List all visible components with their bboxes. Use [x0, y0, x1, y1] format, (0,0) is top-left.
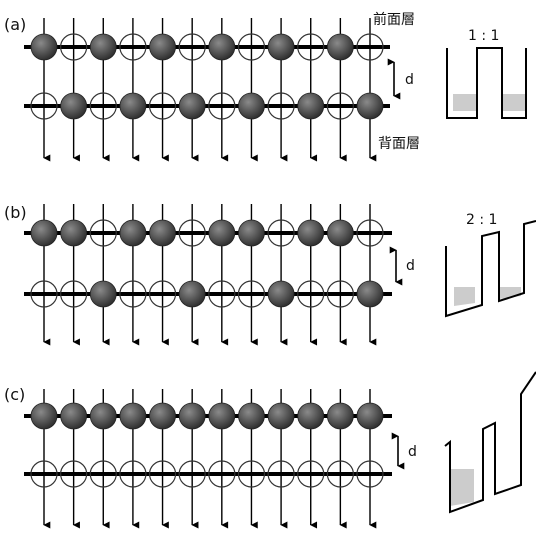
front-atom-empty-a [356, 33, 384, 61]
back-atom-filled-b [178, 280, 206, 308]
back-layer-label: 背面層 [378, 136, 420, 152]
back-atom-empty-b [30, 280, 58, 308]
front-atom-filled-c [89, 402, 117, 430]
front-atom-filled-c [119, 402, 147, 430]
back-atom-empty-c [30, 460, 58, 488]
front-atom-filled-c [30, 402, 58, 430]
front-atom-empty-a [237, 33, 266, 61]
spacing-marker-c: d [391, 432, 417, 470]
fill-level-a-left [453, 94, 477, 111]
front-atom-filled-a [149, 33, 176, 61]
back-atom-empty-b [297, 280, 325, 308]
front-atom-empty-b [178, 219, 206, 247]
front-atom-filled-b [119, 219, 147, 247]
back-atom-empty-c [297, 460, 325, 488]
back-atom-empty-c [267, 460, 295, 488]
front-atom-filled-a [326, 33, 354, 61]
potential-profile-a [446, 47, 527, 119]
back-atom-empty-c [60, 460, 88, 488]
back-atom-empty-b [119, 280, 147, 308]
front-atom-filled-b [60, 219, 88, 247]
ratio-label-b: 2 : 1 [466, 212, 497, 228]
back-atom-empty-b [326, 280, 354, 308]
front-atom-empty-b [89, 219, 117, 247]
front-atom-empty-b [356, 219, 384, 247]
front-atom-filled-b [149, 219, 176, 247]
fill-level-c [450, 469, 474, 506]
back-atom-empty-b [148, 280, 177, 308]
back-atom-empty-c [356, 460, 384, 488]
back-atom-empty-c [89, 460, 117, 488]
front-atom-filled-c [178, 402, 206, 430]
front-atom-empty-a [297, 33, 325, 61]
back-atom-filled-a [178, 92, 206, 120]
front-atom-filled-b [208, 219, 236, 247]
back-atom-empty-a [208, 92, 236, 120]
panel-label-b: (b) [4, 203, 27, 222]
back-atom-empty-b [208, 280, 236, 308]
back-atom-empty-a [89, 92, 117, 120]
back-atom-empty-c [148, 460, 177, 488]
fill-level-b-left [454, 287, 475, 306]
back-atom-empty-b [60, 280, 88, 308]
back-atom-filled-b [89, 280, 117, 308]
front-atom-filled-b [326, 219, 354, 247]
front-atom-empty-a [119, 33, 147, 61]
front-atom-filled-c [297, 402, 325, 430]
front-atom-filled-a [267, 33, 295, 61]
spacing-label-b: d [406, 258, 415, 274]
back-atom-filled-a [356, 92, 384, 120]
back-atom-filled-a [119, 92, 147, 120]
front-atom-filled-c [208, 402, 236, 430]
front-atom-filled-c [149, 402, 176, 430]
front-atom-empty-a [178, 33, 206, 61]
front-atom-filled-c [238, 402, 265, 430]
front-atom-filled-b [297, 219, 325, 247]
back-atom-empty-a [326, 92, 354, 120]
back-atom-empty-c [178, 460, 206, 488]
back-atom-filled-a [238, 92, 265, 120]
front-atom-filled-a [30, 33, 58, 61]
front-atom-filled-b [238, 219, 265, 247]
back-atom-empty-a [148, 92, 177, 120]
potential-profile-c [444, 371, 536, 514]
back-atom-empty-c [119, 460, 147, 488]
front-atom-filled-b [30, 219, 58, 247]
back-atom-empty-c [208, 460, 236, 488]
back-atom-empty-c [237, 460, 266, 488]
potential-profile-b [445, 220, 536, 318]
back-atom-filled-b [267, 280, 295, 308]
ratio-label-a: 1 : 1 [468, 28, 499, 44]
spacing-label-a: d [405, 72, 414, 88]
front-atom-filled-c [60, 402, 88, 430]
front-atom-filled-a [89, 33, 117, 61]
front-atom-empty-b [267, 219, 295, 247]
spacing-label-c: d [408, 444, 417, 460]
back-atom-filled-b [356, 280, 384, 308]
front-atom-filled-a [208, 33, 236, 61]
panel-label-c: (c) [4, 385, 25, 404]
fill-level-a-right [502, 94, 526, 111]
front-atom-empty-a [60, 33, 88, 61]
atom-layers [24, 18, 392, 529]
back-atom-empty-a [30, 92, 58, 120]
back-atom-filled-a [297, 92, 325, 120]
back-atom-empty-b [237, 280, 266, 308]
panel-label-a: (a) [4, 15, 26, 34]
spacing-marker-b: d [389, 246, 415, 286]
back-atom-empty-a [267, 92, 295, 120]
front-atom-filled-c [356, 402, 384, 430]
back-atom-empty-c [326, 460, 354, 488]
front-atom-filled-c [326, 402, 354, 430]
back-atom-filled-a [60, 92, 88, 120]
front-layer-label: 前面層 [373, 11, 415, 28]
spacing-marker-a: d [387, 58, 414, 100]
front-atom-filled-c [267, 402, 295, 430]
